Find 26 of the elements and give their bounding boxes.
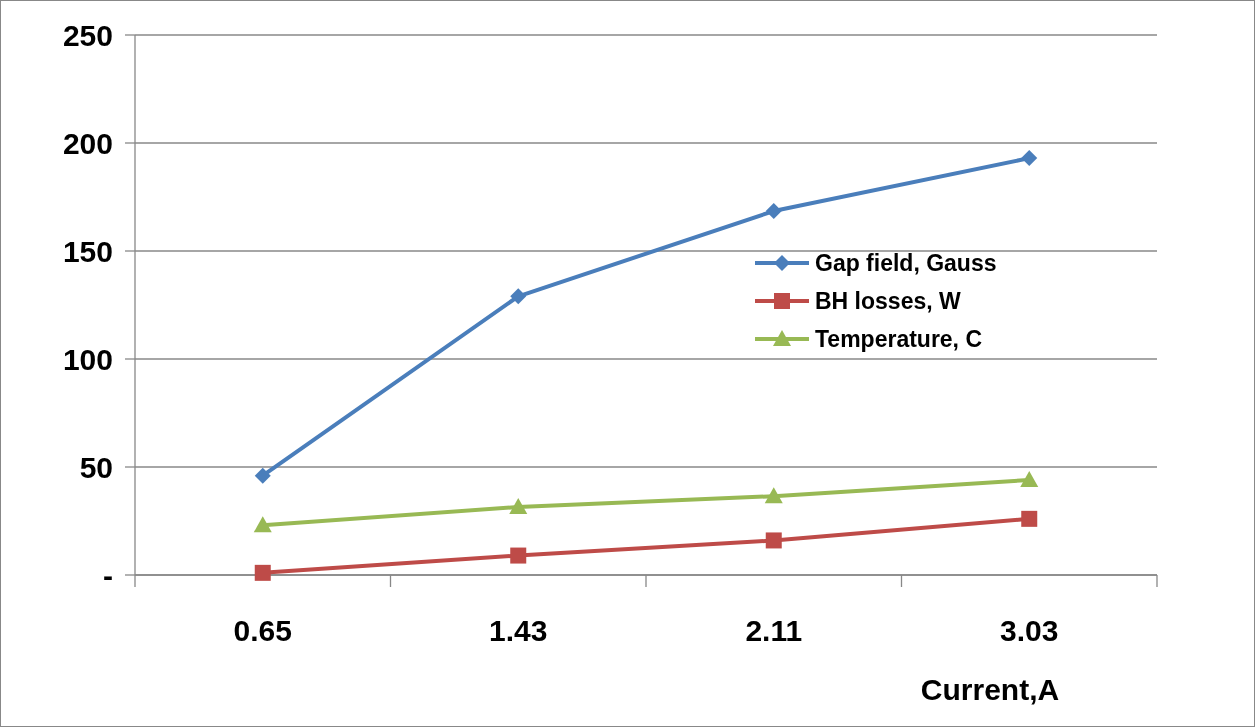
y-tick-label: - [103,558,113,592]
x-tick-label: 0.65 [233,614,292,647]
point [1021,150,1038,167]
point [253,516,272,533]
point [764,487,783,504]
point [509,497,528,514]
point [1020,470,1039,487]
point [254,467,271,484]
x-tick-label: 1.43 [489,614,548,647]
x-tick-label: 3.03 [1000,614,1059,647]
y-tick-label: 150 [62,234,113,268]
y-tick-label: 250 [62,18,113,52]
point [510,547,527,564]
point [1021,510,1038,527]
x-axis-title: Current,A [920,673,1060,706]
point [254,564,271,581]
y-tick-label: 200 [62,126,113,160]
point [510,288,527,305]
legend-label: BH losses, W [815,288,961,315]
legend-label: Gap field, Gauss [815,250,997,277]
point [765,532,782,549]
y-tick-label: 100 [62,342,113,376]
y-tick-label: 50 [79,450,113,484]
point [765,203,782,220]
x-tick-label: 2.11 [745,614,803,647]
legend-label: Temperature, C [815,326,983,353]
